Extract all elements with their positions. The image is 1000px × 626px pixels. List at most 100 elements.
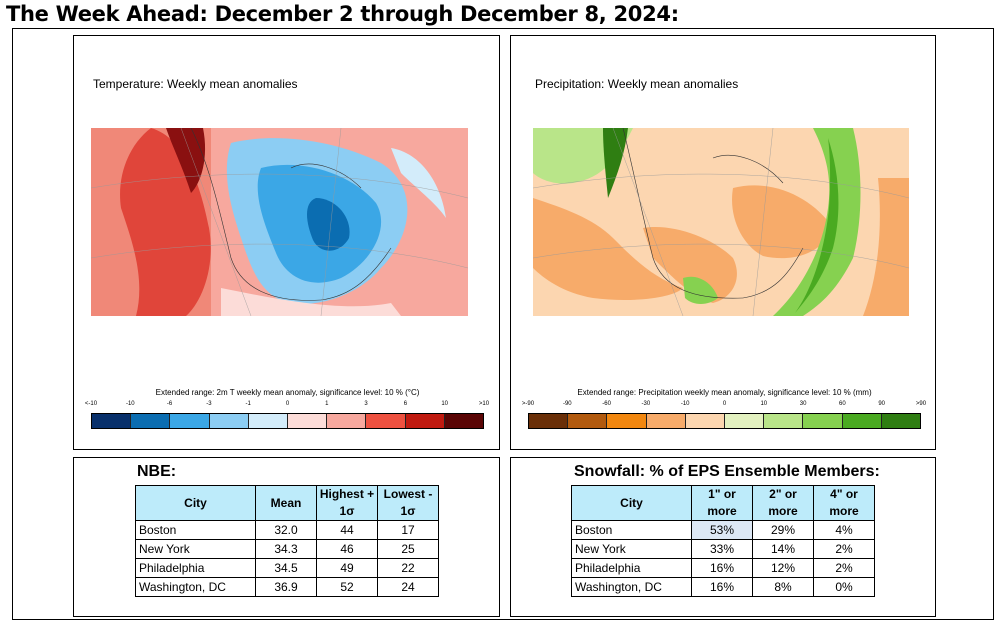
city-cell: Washington, DC	[571, 577, 692, 597]
table-row: Boston 32.0 44 17	[135, 520, 439, 540]
city-cell: Philadelphia	[571, 558, 692, 578]
lowest-cell: 25	[377, 539, 439, 559]
nbe-header-highest: Highest + 1σ	[316, 485, 378, 521]
temperature-anomaly-map	[91, 128, 468, 316]
mean-cell: 36.9	[255, 577, 317, 597]
precipitation-colorbar-swatch	[646, 414, 686, 428]
snow-1in-cell: 16%	[691, 558, 753, 578]
precipitation-colorbar-tick-label: -10	[680, 401, 690, 407]
temperature-colorbar-swatch	[248, 414, 289, 428]
precipitation-panel: Precipitation: Weekly mean anomalies	[510, 35, 936, 450]
table-row: New York 34.3 46 25	[135, 539, 439, 559]
precipitation-colorbar-tick-label: >-90	[521, 401, 535, 407]
mean-cell: 32.0	[255, 520, 317, 540]
precipitation-anomaly-map	[533, 128, 909, 316]
precipitation-colorbar-swatch	[881, 414, 921, 428]
snow-1in-cell: 53%	[691, 520, 753, 540]
snow-1in-cell: 33%	[691, 539, 753, 559]
precipitation-colorbar-tick-label: -60	[602, 401, 611, 407]
temperature-colorbar-title: Extended range: 2m T weekly mean anomaly…	[155, 388, 420, 397]
snowfall-header-1in: 1" or more	[691, 485, 753, 521]
table-row: Boston 53% 29% 4%	[571, 520, 875, 540]
temperature-colorbar-swatch	[131, 414, 171, 428]
lowest-cell: 17	[377, 520, 439, 540]
temperature-colorbar-tick-label: -6	[166, 401, 173, 407]
snowfall-panel: Snowfall: % of EPS Ensemble Members: Cit…	[510, 457, 936, 617]
temperature-colorbar-tick-label: 0	[285, 401, 290, 407]
city-cell: New York	[571, 539, 692, 559]
nbe-header-lowest: Lowest - 1σ	[377, 485, 439, 521]
temperature-map-title: Temperature: Weekly mean anomalies	[93, 77, 298, 91]
snow-1in-cell: 16%	[691, 577, 753, 597]
temperature-colorbar-tick-label: -1	[245, 401, 251, 407]
lowest-cell: 24	[377, 577, 439, 597]
highest-cell: 52	[316, 577, 378, 597]
temperature-colorbar-swatch	[288, 414, 328, 428]
nbe-panel: NBE: City Mean Highest + 1σ Lowest - 1σ …	[73, 457, 500, 617]
precipitation-colorbar-title: Extended range: Precipitation weekly mea…	[577, 388, 872, 397]
snowfall-header-city: City	[571, 485, 692, 521]
snow-2in-cell: 14%	[752, 539, 814, 559]
precipitation-map-title: Precipitation: Weekly mean anomalies	[535, 77, 739, 91]
city-cell: New York	[135, 539, 256, 559]
temperature-colorbar-swatch	[405, 414, 445, 428]
snow-4in-cell: 4%	[813, 520, 875, 540]
temperature-colorbar-tick-label: <-10	[84, 401, 98, 407]
temperature-colorbar-tick-label: 3	[364, 401, 368, 407]
table-row: Philadelphia 34.5 49 22	[135, 558, 439, 578]
precipitation-colorbar-tick-label: 10	[760, 401, 768, 407]
temperature-colorbar	[91, 413, 484, 429]
precipitation-colorbar-swatch	[529, 414, 569, 428]
content-frame: Temperature: Weekly mean anomalies	[12, 28, 994, 620]
precipitation-colorbar-tick-label: -90	[562, 401, 572, 407]
highest-cell: 44	[316, 520, 378, 540]
snowfall-header-2in: 2" or more	[752, 485, 814, 521]
nbe-title: NBE:	[137, 463, 177, 480]
temperature-colorbar-tick-label: -10	[125, 401, 135, 407]
precipitation-colorbar-tick-label: 60	[839, 401, 846, 407]
snowfall-table: City 1" or more 2" or more 4" or more Bo…	[571, 485, 875, 597]
mean-cell: 34.3	[255, 539, 317, 559]
nbe-header-mean: Mean	[255, 485, 317, 521]
table-row: Washington, DC 36.9 52 24	[135, 577, 439, 597]
page-title: The Week Ahead: December 2 through Decem…	[6, 2, 679, 26]
snow-4in-cell: 0%	[813, 577, 875, 597]
precipitation-colorbar-swatch	[607, 414, 647, 428]
temperature-colorbar-swatch	[327, 414, 367, 428]
highest-cell: 49	[316, 558, 378, 578]
precipitation-colorbar-tick-label: >90	[915, 401, 927, 407]
temperature-colorbar-ticks: <-10 -10 -6 -3 -1 0 1 3 6 10 >10	[85, 401, 489, 411]
temperature-colorbar-tick-label: -3	[206, 401, 212, 407]
precipitation-colorbar-tick-label: 30	[799, 401, 807, 407]
nbe-header-row: City Mean Highest + 1σ Lowest - 1σ	[135, 485, 439, 521]
city-cell: Washington, DC	[135, 577, 256, 597]
city-cell: Boston	[135, 520, 256, 540]
temperature-colorbar-swatch	[92, 414, 132, 428]
precipitation-colorbar-tick-label: 90	[878, 401, 886, 407]
snowfall-title: Snowfall: % of EPS Ensemble Members:	[574, 463, 880, 480]
temperature-colorbar-swatch	[209, 414, 249, 428]
snow-2in-cell: 29%	[752, 520, 814, 540]
snowfall-header-row: City 1" or more 2" or more 4" or more	[571, 485, 875, 521]
temperature-colorbar-swatch	[366, 414, 406, 428]
precipitation-colorbar-swatch	[764, 414, 804, 428]
temperature-colorbar-tick-label: 1	[325, 401, 329, 407]
precipitation-colorbar-tick-label: 0	[722, 401, 727, 407]
precipitation-colorbar-swatch	[568, 414, 608, 428]
nbe-header-city: City	[135, 485, 256, 521]
table-row: Philadelphia 16% 12% 2%	[571, 558, 875, 578]
city-cell: Philadelphia	[135, 558, 256, 578]
nbe-table: City Mean Highest + 1σ Lowest - 1σ Bosto…	[135, 485, 439, 597]
precipitation-colorbar-swatch	[842, 414, 882, 428]
precipitation-colorbar-swatch	[685, 414, 726, 428]
temperature-colorbar-swatch	[444, 414, 484, 428]
precipitation-colorbar-swatch	[803, 414, 843, 428]
temperature-colorbar-tick-label: 6	[403, 401, 408, 407]
snow-4in-cell: 2%	[813, 539, 875, 559]
precipitation-colorbar-swatch	[725, 414, 765, 428]
temperature-colorbar-tick-label: 10	[441, 401, 449, 407]
snow-2in-cell: 12%	[752, 558, 814, 578]
precipitation-colorbar	[528, 413, 921, 429]
mean-cell: 34.5	[255, 558, 317, 578]
temperature-colorbar-swatch	[170, 414, 210, 428]
